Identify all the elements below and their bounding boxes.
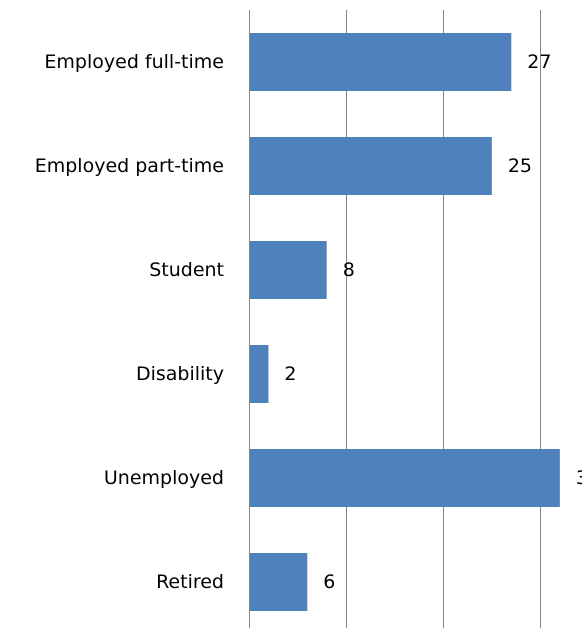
bar-retired [250,553,308,611]
data-label-employed-full-time: 27 [527,51,551,73]
category-label-employed-part-time: Employed part-time [35,155,224,177]
category-label-student: Student [149,259,224,281]
bar-employed-full-time [250,33,512,91]
labels: Employed full-time 27 Employed part-time 25… [35,51,582,593]
category-label-disability: Disability [136,363,224,385]
gridlines [249,10,541,628]
data-label-employed-part-time: 25 [508,155,532,177]
category-label-retired: Retired [156,571,224,593]
category-label-employed-full-time: Employed full-time [44,51,224,73]
bar-disability [250,345,269,403]
data-label-unemployed: 32 [576,467,582,489]
bar-student [250,241,327,299]
data-label-retired: 6 [323,571,335,593]
data-label-disability: 2 [284,363,296,385]
data-label-student: 8 [343,259,355,281]
bar-employed-part-time [250,137,492,195]
category-label-unemployed: Unemployed [104,467,224,489]
bars [250,33,560,611]
bar-unemployed [250,449,560,507]
